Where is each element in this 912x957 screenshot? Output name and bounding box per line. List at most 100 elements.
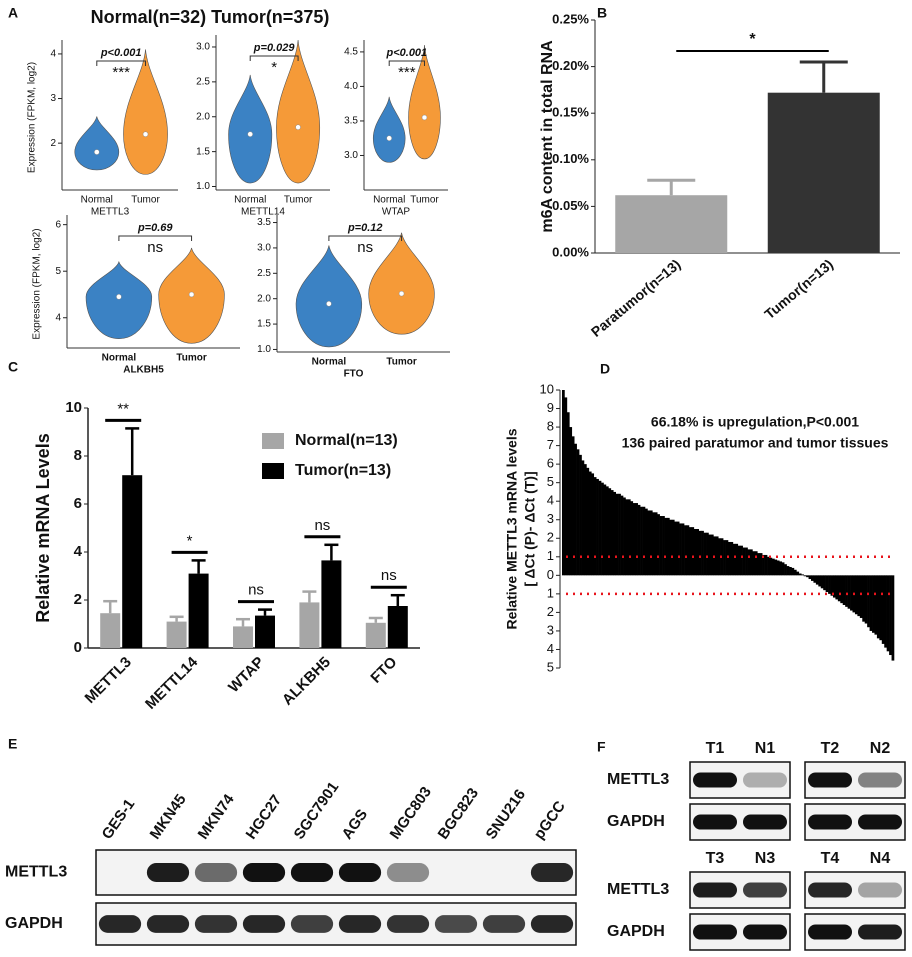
violin [228,74,273,184]
bar [657,514,660,576]
bar [764,554,768,576]
lane-label: T4 [821,850,840,867]
bar [823,575,826,591]
bar [608,488,612,576]
y-tick-label: 2 [74,591,82,608]
y-tick-label: 3.0 [196,42,210,53]
band [194,863,238,882]
y-tick-label: 0.25% [552,11,589,26]
bar [708,534,712,576]
bar [696,529,700,576]
legend-label: Normal(n=13) [295,432,398,449]
lane-label: MKN74 [195,791,238,843]
bar [671,519,675,576]
bar [857,575,861,617]
bar [801,574,804,576]
bar [891,575,895,661]
bar [688,527,692,576]
band [743,814,787,830]
row-label: GAPDH [607,923,665,940]
y-tick-label: 5 [55,266,61,277]
band [146,863,190,882]
panel-letter: E [8,736,17,752]
bar [754,551,758,576]
bar [365,622,386,648]
bar [725,540,729,576]
bar [884,575,887,648]
band [386,915,430,933]
lane-label: SGC7901 [291,779,343,843]
bar [776,560,780,576]
y-axis-label: Expression (FPKM, log2) [27,62,38,173]
y-tick-label: 4 [50,49,56,60]
legend-label: Tumor(n=13) [295,462,391,479]
bar [654,512,658,576]
violin [295,245,363,348]
violin [74,116,120,171]
lane-label: T2 [821,740,840,757]
bar [876,575,880,639]
x-tick-label: Tumor [284,195,313,206]
bar [840,575,844,604]
bar [818,575,822,587]
bar [666,517,670,576]
gene-label: METTL14 [241,207,285,218]
panel-letter: A [8,5,18,21]
bar [864,575,868,624]
lane-label: HGC27 [243,792,286,843]
violin [368,232,435,335]
y-tick-label: 8 [547,419,554,434]
band [808,814,852,830]
bar [623,497,626,576]
bar [791,567,795,576]
bar [632,503,636,576]
bar [886,575,890,652]
bar [718,538,721,576]
significance: *** [112,64,130,81]
bar [803,575,807,577]
x-tick-label: ALKBH5 [279,654,334,709]
band [743,772,787,788]
band [743,924,787,940]
lane-label: GES-1 [99,796,139,843]
row-label: METTL3 [607,771,669,788]
band [483,863,525,882]
bar [569,427,573,576]
y-tick-label: 2 [547,530,554,545]
panel-letter: C [8,359,18,375]
bar [837,575,841,602]
bar [828,575,831,594]
bar [813,575,817,583]
significance: ns [381,567,397,584]
median-dot [295,124,301,130]
bar [581,460,585,576]
y-tick-label: 0.10% [552,151,589,166]
bar [630,501,634,576]
lane-label: T1 [706,740,725,757]
band [530,915,574,933]
y-tick-label: 10 [65,399,82,416]
bar [576,449,580,576]
y-axis-label: [ ΔCt (P)- ΔCt (T)] [522,471,538,586]
bar [615,195,728,253]
bar [850,575,853,611]
bar [830,575,834,596]
median-dot [94,149,100,155]
y-tick-label: 6 [55,219,61,230]
band [808,924,852,940]
bar [625,499,629,576]
x-tick-label: Normal [81,195,113,206]
row-label: GAPDH [5,915,63,932]
bar [762,554,765,576]
y-tick-label: 1.5 [196,146,210,157]
bar [562,390,565,576]
y-tick-label: 3.0 [344,150,358,161]
y-tick-label: 4 [55,312,61,323]
bar [811,575,814,581]
y-tick-label: 7 [547,437,554,452]
violin [276,39,321,184]
significance: * [271,59,277,76]
bar [691,527,695,576]
x-tick-label: Normal [234,195,266,206]
